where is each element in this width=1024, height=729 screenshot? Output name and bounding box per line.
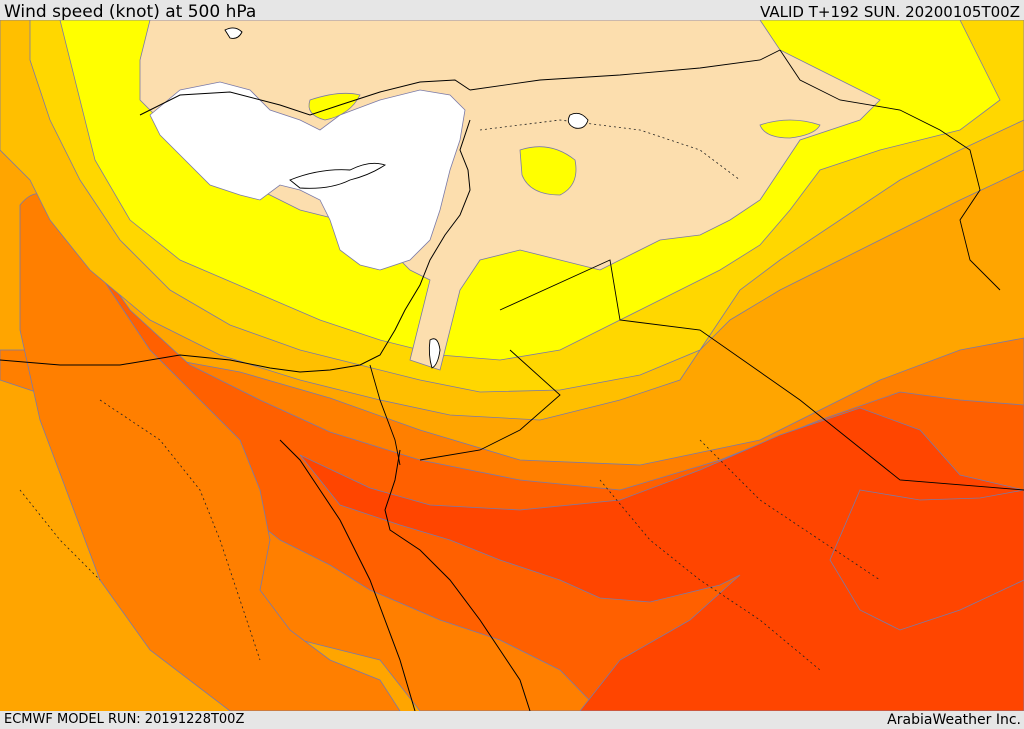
lake-van [567,112,589,129]
valid-time: VALID T+192 SUN. 20200105T00Z [760,3,1020,21]
legend-swatch-6 [984,713,994,723]
province-line [699,439,881,581]
med-coast-south [0,119,471,373]
map-canvas [0,20,1024,711]
coastlines [0,79,531,711]
province-line [479,119,741,181]
legend-swatch-2 [936,713,946,723]
legend-swatch-4 [960,713,970,723]
band-3-pocket-a [519,146,577,196]
dead-sea [428,338,441,369]
border-iraq-saudi [499,259,1024,491]
province-borders [19,119,881,671]
national-borders [369,49,1024,491]
credit-text: ArabiaWeather Inc. [887,712,1021,728]
wind-speed-map [0,20,1024,711]
anatolia-coast [139,79,471,116]
model-run: ECMWF MODEL RUN: 20191228T00Z [4,712,245,727]
province-line [19,489,101,581]
legend-swatch-0 [912,713,922,723]
legend-swatch-3 [948,713,958,723]
legend-swatch-1 [924,713,934,723]
header-bar: Wind speed (knot) at 500 hPa VALID T+192… [0,0,1024,22]
band-3-pocket-b [759,119,821,139]
province-line [99,399,261,661]
band-8-core [829,489,1024,631]
border-syria-turkey [469,49,781,91]
lake-tuz [224,27,243,39]
legend-swatch-7 [996,713,1006,723]
border-iran [779,49,1001,291]
legend-swatch-8 [1008,713,1018,723]
border-jordan [419,349,561,461]
cyprus-island [289,162,387,189]
province-line [599,479,821,671]
border-egypt [369,364,401,466]
red-sea-coast-west [279,439,416,711]
footer-bar: ECMWF MODEL RUN: 20191228T00Z ArabiaWeat… [0,711,1024,729]
map-title: Wind speed (knot) at 500 hPa [4,2,257,22]
band-8-max [299,407,1024,711]
legend-swatch-5 [972,713,982,723]
red-sea-coast-east [384,449,531,711]
